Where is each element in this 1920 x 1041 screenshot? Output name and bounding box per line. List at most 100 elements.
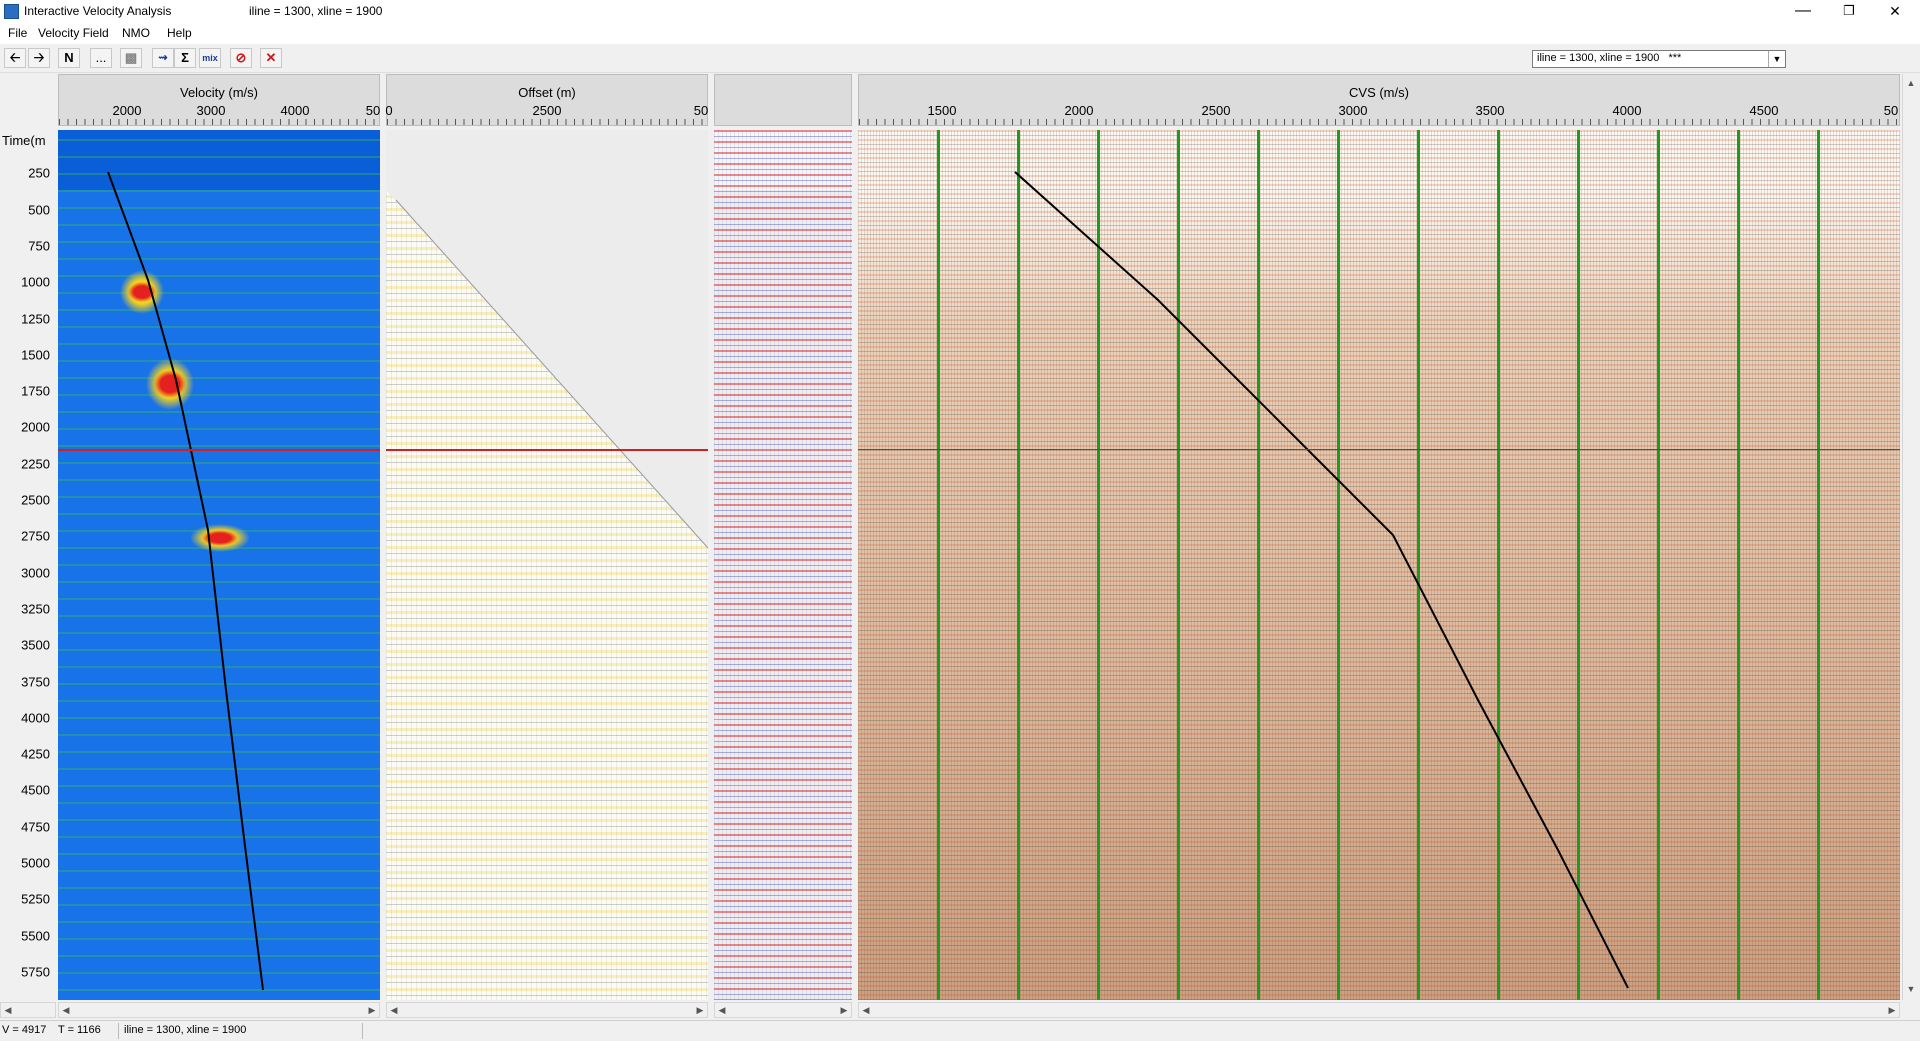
time-axis: 250 500 750 1000 1250 1500 1750 2000 2250 2500 275… <box>0 130 56 1016</box>
scroll-left-icon[interactable]: ◀ <box>390 1005 398 1015</box>
title-bar: Interactive Velocity Analysis iline = 13… <box>0 0 1920 24</box>
forward-button[interactable]: 🡢 <box>28 48 50 68</box>
semblance-panel[interactable] <box>58 130 380 1000</box>
offset-tick: 50 <box>693 103 709 118</box>
time-tick-label: 3000 <box>21 565 50 581</box>
save-button[interactable]: ▩ <box>120 48 142 68</box>
menu-nmo[interactable]: NMO <box>122 26 150 40</box>
time-tick-label: 5500 <box>21 928 50 944</box>
more-button[interactable]: ... <box>90 48 112 68</box>
sigma-button[interactable]: Σ <box>174 48 196 68</box>
status-location: iline = 1300, xline = 1900 <box>124 1024 247 1036</box>
time-tick-label: 5250 <box>21 891 50 907</box>
vertical-scrollbar[interactable]: ▲ ▼ <box>1902 74 1919 1000</box>
time-tick-label: 2750 <box>21 528 50 544</box>
cvs-divider <box>1097 130 1100 1000</box>
cvs-scrollbar[interactable]: ◀ ▶ <box>858 1002 1900 1018</box>
scroll-right-icon[interactable]: ▶ <box>1888 1005 1896 1015</box>
time-tick-label: 250 <box>28 165 50 181</box>
offset-tickmarks <box>387 119 707 125</box>
velocity-axis-header: Velocity (m/s) 2000 3000 4000 50 <box>58 74 380 126</box>
velocity-tickmarks <box>59 119 379 125</box>
time-tick-label: 3500 <box>21 637 50 653</box>
cvs-divider <box>1817 130 1820 1000</box>
semblance-pick-overlay <box>107 171 264 991</box>
time-tick-label: 1500 <box>21 347 50 363</box>
cvs-tick: 3000 <box>1338 103 1368 118</box>
time-tick-label: 500 <box>28 202 50 218</box>
stack-panel[interactable] <box>714 130 852 1000</box>
cvs-axis-header: CVS (m/s) 1500 2000 2500 3000 3500 4000 … <box>858 74 1900 126</box>
time-tick-label: 5750 <box>21 964 50 980</box>
time-tick-label: 5000 <box>21 855 50 871</box>
stop-button[interactable]: ⊘ <box>230 48 252 68</box>
status-velocity: V = 4917 <box>2 1024 47 1036</box>
time-tick-label: 4250 <box>21 746 50 762</box>
cvs-tickmarks <box>859 119 1899 125</box>
menu-help[interactable]: Help <box>167 26 192 40</box>
cvs-divider <box>1257 130 1260 1000</box>
scroll-left-icon[interactable]: ◀ <box>4 1005 12 1015</box>
minimize-button[interactable]: — <box>1795 2 1811 19</box>
scroll-right-icon[interactable]: ▶ <box>840 1005 848 1015</box>
scroll-right-icon[interactable]: ▶ <box>368 1005 376 1015</box>
cvs-tick: 4500 <box>1749 103 1779 118</box>
window-title: Interactive Velocity Analysis <box>24 4 172 18</box>
time-tick-label: 2500 <box>21 492 50 508</box>
cvs-divider <box>1657 130 1660 1000</box>
stack-header <box>714 74 852 126</box>
time-cursor-line <box>386 449 708 452</box>
stop-icon: ⊘ <box>235 50 247 65</box>
time-tick-label: 3750 <box>21 674 50 689</box>
velocity-tick: 4000 <box>280 103 310 118</box>
pick-button[interactable]: ⇝ <box>152 48 174 68</box>
gather-panel[interactable] <box>386 130 708 1000</box>
menu-file[interactable]: File <box>8 26 28 40</box>
status-divider <box>118 1023 119 1039</box>
stack-scrollbar[interactable]: ◀ ▶ <box>714 1002 852 1018</box>
cvs-divider <box>1017 130 1020 1000</box>
close-icon: ✕ <box>265 50 277 65</box>
status-divider <box>362 1023 363 1039</box>
time-tick-label: 4000 <box>21 710 50 726</box>
app-icon <box>4 4 19 19</box>
back-button[interactable]: 🡠 <box>4 48 26 68</box>
gather-scrollbar[interactable]: ◀ ▶ <box>386 1002 708 1018</box>
velocity-axis-title: Velocity (m/s) <box>179 85 258 100</box>
velocity-tick: 50 <box>365 103 381 118</box>
cvs-divider <box>1177 130 1180 1000</box>
cvs-tick: 4000 <box>1612 103 1642 118</box>
time-tick-label: 2000 <box>21 419 50 435</box>
location-select[interactable]: iline = 1300, xline = 1900 *** ▼ <box>1532 50 1786 68</box>
cvs-divider <box>937 130 940 1000</box>
scroll-right-icon[interactable]: ▶ <box>696 1005 704 1015</box>
chevron-down-icon: ▼ <box>1768 51 1785 67</box>
arrow-right-icon: 🡢 <box>33 50 45 65</box>
cvs-axis-title: CVS (m/s) <box>1349 85 1409 100</box>
close-button[interactable]: ✕ <box>1889 3 1901 19</box>
restore-button[interactable]: ❐ <box>1843 3 1855 18</box>
mute-zone <box>386 130 708 549</box>
time-scrollbar[interactable]: ◀ <box>0 1002 56 1018</box>
menu-bar: File Velocity Field NMO Help <box>0 24 1920 44</box>
menu-velocity-field[interactable]: Velocity Field <box>38 26 109 40</box>
scroll-up-icon[interactable]: ▲ <box>1906 78 1916 88</box>
time-axis-title: Time(m <box>2 133 46 148</box>
cancel-button[interactable]: ✕ <box>260 48 282 68</box>
scroll-left-icon[interactable]: ◀ <box>62 1005 70 1015</box>
scroll-down-icon[interactable]: ▼ <box>1906 984 1916 994</box>
pick-icon: ⇝ <box>158 52 168 64</box>
status-bar: V = 4917 T = 1166 iline = 1300, xline = … <box>0 1020 1920 1041</box>
window-location: iline = 1300, xline = 1900 <box>249 4 383 18</box>
scroll-left-icon[interactable]: ◀ <box>862 1005 870 1015</box>
n-button[interactable]: N <box>58 48 80 68</box>
mix-button[interactable]: mix <box>199 48 221 68</box>
scroll-left-icon[interactable]: ◀ <box>718 1005 726 1015</box>
cvs-tick: 1500 <box>927 103 957 118</box>
time-tick-label: 4750 <box>21 819 50 835</box>
velocity-tick: 2000 <box>112 103 142 118</box>
cvs-panel[interactable] <box>858 130 1900 1000</box>
offset-tick: 2500 <box>532 103 562 118</box>
semblance-scrollbar[interactable]: ◀ ▶ <box>58 1002 380 1018</box>
arrow-left-icon: 🡠 <box>9 50 21 65</box>
